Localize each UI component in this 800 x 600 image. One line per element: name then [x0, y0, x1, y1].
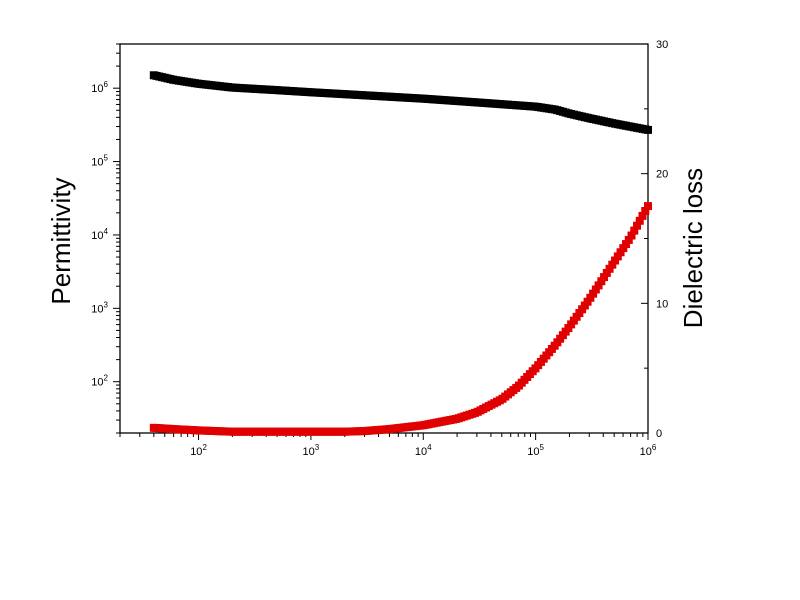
right-axis-title: Dielectric loss: [678, 168, 708, 328]
left-tick-label: 104: [91, 227, 108, 242]
data-point: [613, 252, 622, 261]
data-point: [633, 221, 642, 230]
data-point: [586, 293, 595, 302]
data-point: [605, 264, 614, 273]
data-point: [644, 202, 652, 211]
data-point: [602, 268, 611, 277]
data-point: [589, 289, 598, 298]
left-tick-label: 105: [91, 154, 108, 169]
data-point: [641, 206, 650, 215]
data-point: [627, 231, 636, 240]
data-point: [600, 273, 609, 282]
series-1: [149, 71, 652, 134]
data-point: [611, 256, 620, 265]
data-point: [630, 226, 639, 235]
series-2: [149, 202, 652, 436]
tick-labels: 102 103 104 105 106 102 103 104 105 106 0 10 20 30: [91, 39, 668, 458]
data-point: [619, 244, 628, 253]
x-tick-label: 103: [303, 443, 320, 458]
data-point: [591, 285, 600, 294]
data-point: [616, 248, 625, 257]
data-point: [635, 216, 644, 225]
left-axis-title: Permittivity: [46, 177, 76, 304]
data-series: [149, 71, 652, 436]
right-tick-label: 20: [656, 169, 668, 181]
data-point: [597, 277, 606, 286]
right-tick-label: 0: [656, 428, 662, 440]
x-tick-label: 104: [415, 443, 432, 458]
data-point: [624, 235, 633, 244]
x-tick-label: 102: [190, 443, 207, 458]
data-point: [608, 260, 617, 269]
data-point: [594, 281, 603, 290]
data-point: [644, 125, 652, 134]
data-point: [638, 211, 647, 220]
data-point: [622, 240, 631, 249]
left-tick-label: 102: [91, 374, 108, 389]
x-tick-label: 106: [640, 443, 657, 458]
x-tick-label: 105: [527, 443, 544, 458]
right-tick-label: 10: [656, 298, 668, 310]
left-tick-label: 103: [91, 300, 108, 315]
left-tick-label: 106: [91, 80, 108, 95]
right-tick-label: 30: [656, 39, 668, 51]
